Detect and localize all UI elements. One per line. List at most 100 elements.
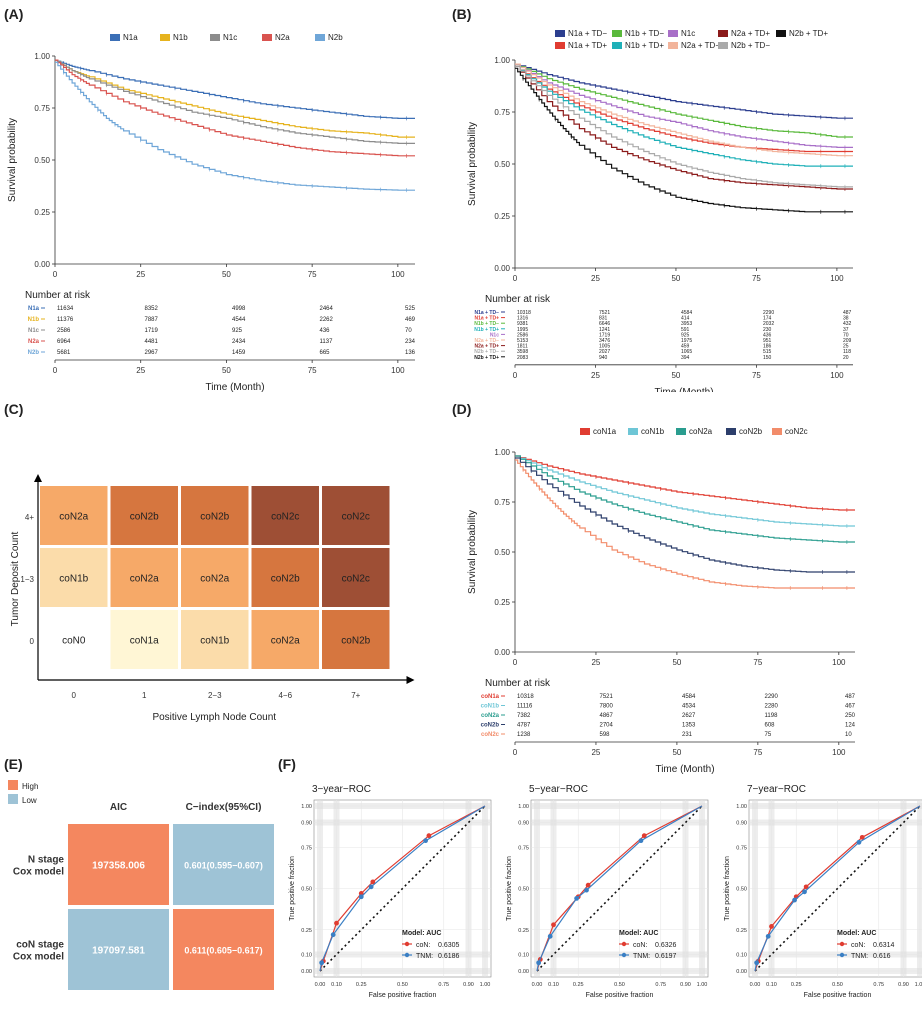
roc-point-tnm [574,896,579,901]
roc-legend-auc: 0.616 [873,953,891,960]
km-curve-n2a [55,59,415,157]
table-cell-value: 0.611(0.605−0.617) [184,946,262,956]
x-axis-title: False positive fraction [586,992,654,999]
roc-point-tnm [319,960,325,966]
x-tick-label: 50 [671,274,680,283]
risk-value: 2290 [765,694,779,700]
y-tick-label: 0.50 [736,887,747,893]
roc-legend-auc: 0.6197 [655,953,677,960]
risk-value: 230 [763,327,772,333]
risk-row-label-n2a-td: N2a + TD+ [475,344,500,350]
risk-value: 459 [681,344,690,350]
risk-value: 2627 [682,713,696,719]
x-tick-label: 75 [753,658,762,667]
risk-value: 8352 [145,306,159,312]
y-tick-label: 0.25 [494,212,510,221]
heatmap-cell [251,548,319,607]
risk-row-label-n2b: N2b [28,350,40,356]
risk-x-tick-label: 100 [832,748,846,757]
legend-label-n1c: N1c [223,33,237,42]
y-tick-label: 0.10 [518,953,529,959]
risk-row-label-n1c: N1c [490,332,499,338]
y-category-label: 4+ [25,513,34,522]
km-curve-n1b-td [515,65,853,167]
risk-row-label-n2a: N2a [28,339,40,345]
risk-x-tick-label: 75 [308,366,317,375]
x-tick-label: 0.25 [356,982,367,988]
risk-table-title: Number at risk [25,290,91,301]
y-tick-label: 0.25 [494,598,510,607]
risk-row-label-con1b: coN1b [481,704,500,710]
y-tick-label: 1.00 [518,804,529,810]
risk-x-tick-label: 25 [591,371,600,380]
km-curve-n2a-td [515,65,853,190]
km-chart-n-td-stage: N1a + TD− N1b + TD− N1c N2a + TD+ N2b + TD+N… [467,29,853,392]
legend-label-n1b-td: N1b + TD− [625,29,664,38]
risk-value: 2434 [232,339,246,345]
legend-swatch-n2a-td [718,30,728,37]
y-tick-label: 0.25 [736,928,747,934]
y-tick-label: 0.90 [518,821,529,827]
y-tick-label: 0.90 [301,821,312,827]
risk-value: 10 [845,732,852,738]
roc-legend-title: Model: AUC [402,930,441,937]
legend-swatch-n2a [262,34,272,41]
legend-swatch-n1c [668,30,678,37]
column-header: C−index(95%CI) [186,802,262,813]
y-tick-label: 0.50 [301,887,312,893]
risk-value: 467 [845,704,856,710]
y-category-label: 1−3 [20,575,34,584]
roc-point-tnm [765,933,771,939]
legend-label-high: High [22,782,38,791]
y-tick-label: 1.00 [494,56,510,65]
roc-point-con [585,882,591,888]
risk-value: 487 [843,310,852,316]
risk-row-label-n2a-td: N2a + TD− [475,338,500,344]
x-tick-label: 1.00 [915,982,922,988]
heatmap-cell-label: coN2b [130,512,159,523]
roc-legend-label: coN: [851,942,865,949]
x-tick-label: 25 [591,274,600,283]
x-tick-label: 0.75 [873,982,884,988]
km-curve-con2a [515,455,855,543]
legend-swatch-n1a [110,34,120,41]
x-tick-label: 0.90 [680,982,691,988]
panel-label-c: (C) [4,401,24,417]
risk-value: 1975 [681,338,692,344]
legend-label-n1a: N1a [123,33,138,42]
roc-point-tnm [536,960,542,966]
legend-label-n2b: N2b [328,33,343,42]
risk-value: 4787 [517,723,531,729]
table-cell-value: 197097.581 [92,946,145,957]
legend-label-low: Low [22,796,37,805]
risk-value: 2032 [763,321,774,327]
roc-point-con [426,833,432,839]
risk-x-tick-label: 25 [591,748,600,757]
legend-swatch-n2a-td [668,42,678,49]
heatmap-cell-label: coN2b [271,574,300,585]
risk-value: 174 [763,316,772,322]
y-tick-label: 1.00 [736,804,747,810]
legend-swatch-n1b-td [612,30,622,37]
roc-legend-dot [839,952,845,958]
heatmap-cell [322,610,390,669]
risk-value: 70 [405,328,412,334]
risk-value: 5681 [57,350,71,356]
heatmap-cell [40,610,108,669]
heatmap-cell [40,486,108,545]
risk-value: 515 [763,349,772,355]
x-category-label: 4−6 [278,691,292,700]
risk-value: 10318 [517,310,531,316]
y-tick-label: 0.75 [736,845,747,851]
risk-value: 487 [845,694,856,700]
table-cell [68,909,169,990]
heatmap-cell [322,548,390,607]
heatmap-cell-label: coN2c [342,512,370,523]
risk-x-tick-label: 100 [830,371,844,380]
risk-value: 2464 [320,306,334,312]
heatmap-cell [110,486,178,545]
x-tick-label: 100 [830,274,844,283]
heatmap-cell [251,610,319,669]
risk-value: 598 [600,732,611,738]
